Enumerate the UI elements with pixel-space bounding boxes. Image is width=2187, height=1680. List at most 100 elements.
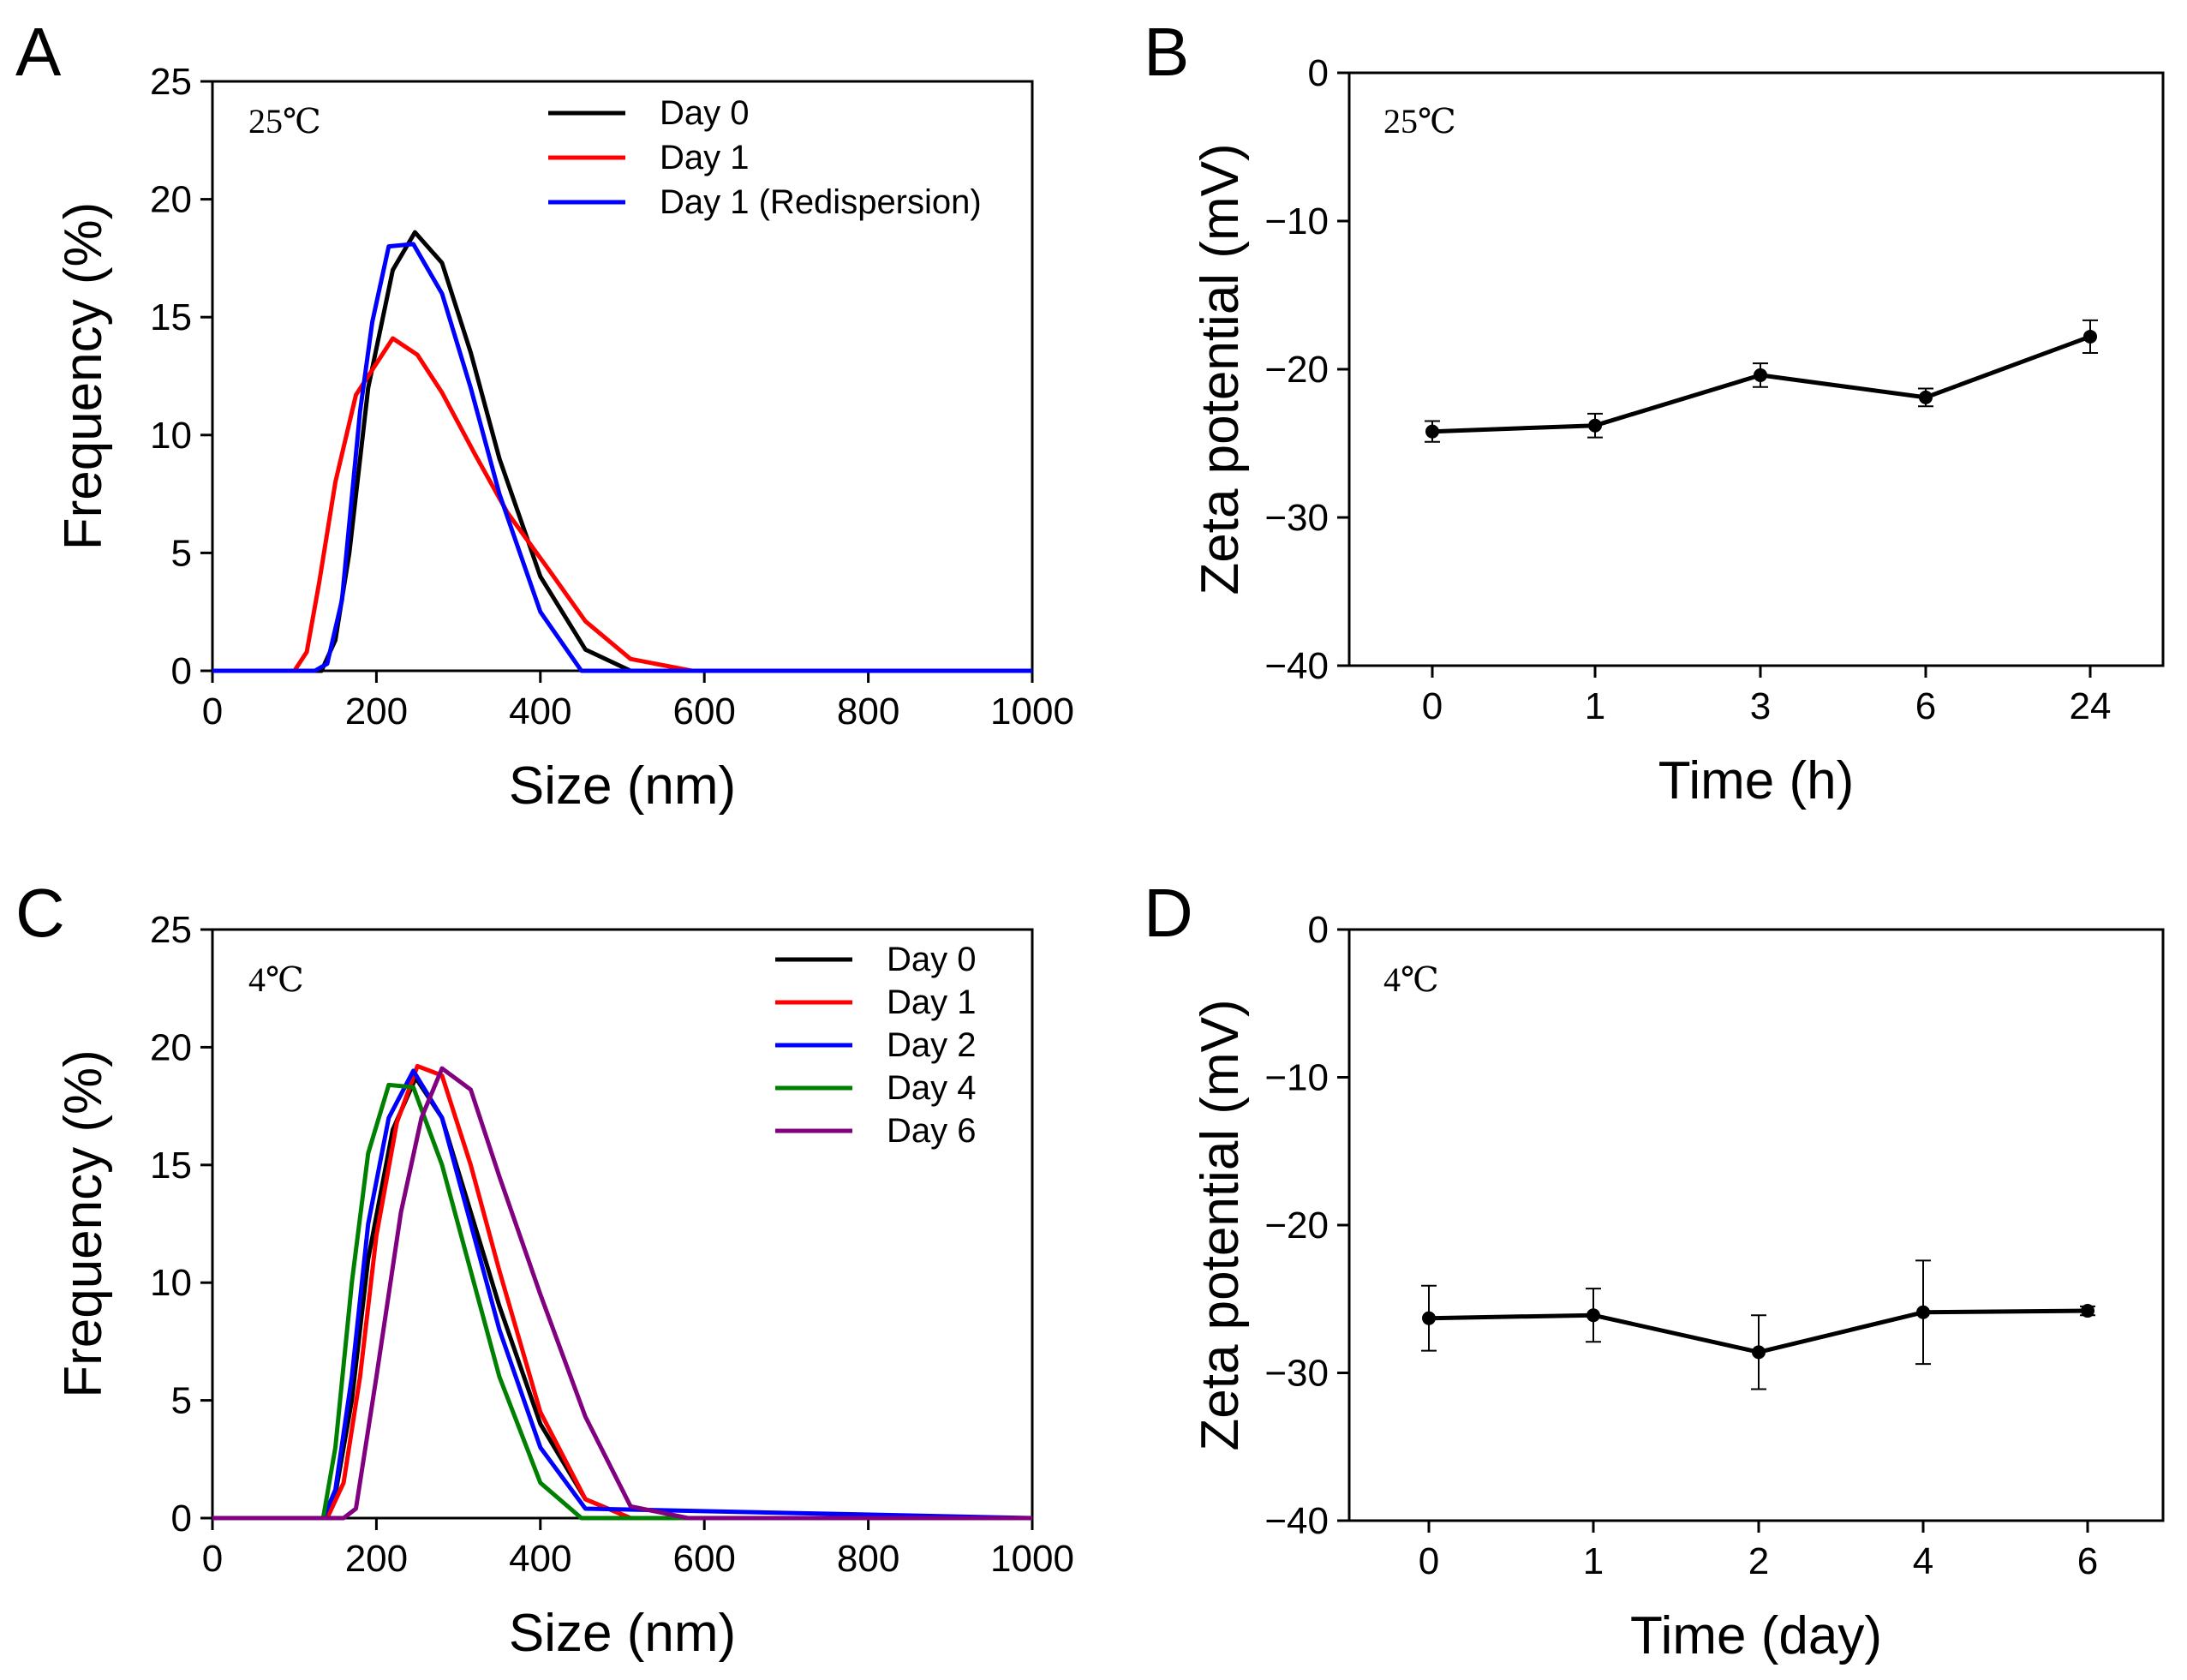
x-tick-label: 6: [2077, 1540, 2098, 1582]
y-tick-label: 15: [150, 296, 192, 338]
y-tick-label: −20: [1264, 1205, 1329, 1247]
series-line: [212, 242, 1032, 673]
temperature-annotation: 25℃: [1383, 102, 1456, 140]
data-point: [2081, 1304, 2094, 1318]
y-tick-label: 0: [171, 1498, 192, 1540]
data-point: [1752, 1345, 1766, 1360]
y-axis-label: Frequency (%): [54, 1049, 113, 1398]
panel-a: A 0 5 10 15 20 25 0 200 400 600 800 1000 Size (nm) Fre…: [15, 14, 1074, 816]
series-zeta-potential: [1425, 319, 2098, 443]
y-tick-label: 5: [171, 532, 192, 574]
panel-c: C 0 5 10 15 20 25 0 200 400 600 800 1000 Size (nm) Fre…: [15, 875, 1074, 1663]
data-point: [1919, 390, 1933, 404]
y-tick-label: 25: [150, 61, 192, 103]
legend-label: Day 0: [660, 94, 750, 132]
series-day-0: [212, 230, 1032, 673]
x-tick-label: 0: [1422, 685, 1443, 727]
plot-frame: [1347, 71, 2165, 667]
x-tick-label: 0: [202, 1538, 223, 1580]
x-tick-label: 1: [1585, 685, 1605, 727]
y-tick-label: 0: [1308, 52, 1329, 94]
data-point: [2083, 329, 2097, 344]
x-tick-label: 800: [837, 691, 899, 732]
legend-label: Day 2: [887, 1026, 977, 1064]
x-tick-label: 4: [1913, 1540, 1933, 1582]
y-tick-label: 10: [150, 415, 192, 457]
y-tick-label: −10: [1264, 1057, 1329, 1099]
legend-label: Day 0: [887, 941, 977, 978]
x-tick-label: 400: [509, 691, 571, 732]
y-axis-label: Zeta potential (mV): [1191, 143, 1250, 595]
series-day-6: [212, 1066, 1032, 1521]
y-tick-label: −20: [1264, 349, 1329, 391]
panel-label: B: [1144, 14, 1189, 90]
y-tick-label: 10: [150, 1262, 192, 1304]
legend: Day 0 Day 1 Day 1 (Redispersion): [548, 94, 982, 221]
y-tick-label: −40: [1264, 1500, 1329, 1542]
x-tick-label: 600: [672, 691, 735, 732]
y-axis-label: Zeta potential (mV): [1191, 999, 1250, 1450]
x-tick-label: 0: [1419, 1540, 1439, 1582]
y-tick-label: −10: [1264, 200, 1329, 242]
y-tick-label: 20: [150, 1026, 192, 1068]
temperature-annotation: 25℃: [248, 102, 321, 140]
data-point: [1754, 368, 1767, 382]
panel-label: A: [15, 14, 62, 90]
plot-frame: [211, 80, 1034, 673]
series-zeta-potential: [1421, 1259, 2095, 1390]
y-axis-label: Frequency (%): [54, 202, 113, 551]
legend-label: Day 1: [887, 983, 977, 1021]
x-tick-label: 600: [672, 1538, 735, 1580]
temperature-annotation: 4℃: [1383, 960, 1439, 999]
x-tick-label: 1000: [990, 1538, 1074, 1580]
x-tick-label: 1: [1583, 1540, 1604, 1582]
series-line: [212, 230, 1032, 673]
y-tick-label: 15: [150, 1145, 192, 1187]
panel-b: B −40 −30 −20 −10 0 0 1 3 6 24 Time (h) Zeta potenti…: [1144, 14, 2165, 810]
y-tick-label: −40: [1264, 645, 1329, 687]
series-line: [212, 1068, 1033, 1521]
series-day-4: [212, 1082, 1032, 1521]
temperature-annotation: 4℃: [248, 960, 304, 999]
plot-frame: [1347, 928, 2165, 1522]
panel-label: D: [1144, 875, 1193, 951]
legend-label: Day 1: [660, 139, 750, 176]
x-tick-label: 24: [2070, 685, 2112, 727]
series-line: [212, 1066, 1032, 1521]
legend-label: Day 6: [887, 1112, 977, 1150]
legend-label: Day 1 (Redispersion): [660, 183, 982, 221]
x-axis-label: Size (nm): [509, 756, 736, 816]
x-tick-label: 1000: [990, 691, 1074, 732]
series-line: [212, 1082, 1032, 1521]
data-point: [1422, 1311, 1436, 1325]
x-tick-label: 3: [1750, 685, 1771, 727]
x-tick-label: 800: [837, 1538, 899, 1580]
x-tick-label: 200: [345, 691, 408, 732]
y-tick-label: 5: [171, 1380, 192, 1422]
data-point: [1425, 424, 1439, 439]
series-day-1: [212, 336, 1032, 673]
y-tick-label: 0: [171, 650, 192, 692]
series-line: [212, 1063, 1032, 1521]
y-tick-label: 25: [150, 909, 192, 951]
data-point: [1588, 418, 1602, 433]
data-point: [1916, 1305, 1930, 1319]
series-day-1: [212, 1063, 1032, 1521]
y-tick-label: 20: [150, 179, 192, 221]
x-axis-label: Time (h): [1658, 751, 1854, 810]
x-tick-label: 200: [345, 1538, 408, 1580]
legend-label: Day 4: [887, 1069, 977, 1107]
data-point: [1586, 1308, 1600, 1323]
legend: Day 0 Day 1 Day 2 Day 4 Day 6: [775, 941, 977, 1150]
x-tick-label: 0: [202, 691, 223, 732]
y-tick-label: 0: [1308, 909, 1329, 951]
x-axis-label: Size (nm): [509, 1604, 736, 1663]
x-tick-label: 2: [1748, 1540, 1769, 1582]
series-line: [212, 336, 1032, 673]
x-tick-label: 400: [509, 1538, 571, 1580]
series-day-2: [212, 1068, 1033, 1521]
panel-label: C: [15, 875, 65, 951]
x-tick-label: 6: [1915, 685, 1936, 727]
x-axis-label: Time (day): [1630, 1606, 1882, 1665]
